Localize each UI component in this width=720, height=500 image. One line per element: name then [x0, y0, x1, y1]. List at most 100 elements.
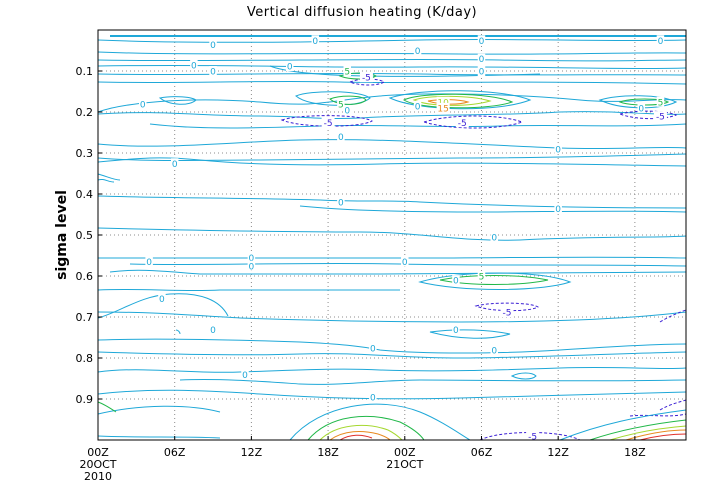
contour-label-bg — [477, 53, 486, 64]
contour-label-bg — [490, 344, 499, 355]
x-tick-sublabel: 21OCT — [386, 458, 423, 471]
contour-035 — [97, 178, 115, 183]
contour-label-bg — [158, 293, 166, 304]
contour-label-bg — [209, 39, 217, 50]
contour-label: 5 — [479, 273, 485, 283]
contour-label: 0 — [210, 326, 216, 336]
contour-label-bg — [490, 232, 499, 243]
contour-label-bg — [452, 275, 460, 286]
x-tick-label: 06Z — [471, 446, 493, 459]
contour-label: 0 — [370, 393, 376, 403]
contour-lines — [97, 34, 687, 441]
contour-label-bg — [455, 117, 469, 128]
contour-09-c — [97, 401, 117, 413]
contour-09-d — [659, 399, 687, 411]
contour-top-3 — [97, 51, 687, 55]
contour-04-b — [299, 205, 687, 213]
y-tick-label: 0.5 — [76, 229, 94, 242]
contour-label-bg — [209, 66, 217, 76]
contour-label-bg — [359, 72, 373, 83]
contour-label-bg — [369, 391, 377, 402]
contour-label: 0 — [338, 199, 344, 209]
contour-label-bg — [554, 203, 562, 214]
contour-label: 0 — [555, 145, 561, 155]
contour-label-bg — [369, 342, 377, 353]
contour-bottom-20 — [339, 434, 373, 441]
contour-065-b — [474, 302, 539, 312]
contour-label: 0 — [159, 295, 165, 305]
contour-bottom-right-10 — [609, 425, 687, 441]
contour-085-a — [97, 366, 687, 373]
contour-bottom-5 — [307, 415, 425, 441]
contour-label-bg — [145, 256, 153, 267]
contour-pos5-b — [402, 93, 514, 109]
contour-02-b — [97, 111, 687, 120]
x-tick-label: 18Z — [624, 446, 646, 459]
contour-bottom-right-20 — [639, 433, 687, 441]
contour-label-bg — [285, 61, 294, 72]
contour-label: 0 — [249, 254, 255, 264]
contour-label-bg — [247, 252, 256, 263]
contour-07-d — [175, 329, 181, 335]
contour-065 — [97, 293, 229, 319]
contour-label-bg — [311, 35, 320, 46]
contour-label-bg — [436, 96, 450, 107]
contour-label: 0 — [453, 277, 459, 287]
contour-02-e — [388, 90, 532, 110]
y-tick-label: 0.2 — [76, 106, 94, 119]
contour-label: -5 — [324, 119, 333, 129]
contour-label: 0 — [479, 37, 485, 47]
contour-label-bg — [500, 307, 514, 318]
contour-neg5-a — [280, 115, 373, 127]
contour-label: 0 — [242, 371, 248, 381]
contour-pos5-c — [618, 98, 670, 106]
contour-label: 0 — [338, 133, 344, 143]
contour-label: 0 — [658, 37, 664, 47]
x-tick-label: 18Z — [317, 446, 339, 459]
contour-02-g — [158, 96, 197, 105]
y-tick-label: 0.4 — [76, 188, 94, 201]
contour-085-b — [179, 378, 687, 385]
contour-label: -5 — [503, 309, 512, 319]
contour-label: 0 — [312, 37, 318, 47]
x-tick-label: 00Z — [394, 446, 416, 459]
contour-bottom-right-0 — [559, 409, 687, 441]
contour-label: 15 — [437, 104, 448, 114]
contour-06-b — [439, 275, 549, 285]
contour-label: 0 — [479, 55, 485, 65]
contour-03-d — [97, 173, 121, 181]
contour-label: 0 — [555, 205, 561, 215]
contour-055-b — [129, 262, 687, 267]
contour-02-d — [295, 91, 371, 106]
contour-085-c — [510, 372, 537, 380]
contour-07-b — [429, 329, 511, 339]
contour-label-bg — [656, 96, 665, 107]
contour-bottom-right-5 — [589, 419, 687, 441]
contour-label-bg — [337, 98, 345, 109]
contour-bottom-left — [97, 435, 221, 439]
contour-label-bg — [436, 102, 450, 113]
contour-pos10 — [412, 95, 492, 106]
contour-bottom-10 — [319, 424, 403, 441]
contour-label: 0 — [140, 100, 146, 110]
contour-neg5-c — [618, 110, 678, 120]
y-tick-label: 0.9 — [76, 393, 94, 406]
contour-label: 0 — [344, 106, 350, 116]
contour-label-bg — [526, 430, 540, 441]
contour-label-bg — [241, 369, 249, 380]
contour-02-c — [149, 123, 687, 129]
contour-label: 5 — [658, 98, 664, 108]
contour-03-b — [97, 153, 687, 161]
contour-055-a — [97, 256, 687, 259]
contour-09-e — [629, 413, 687, 417]
contour-02-a — [97, 93, 687, 113]
x-tick-label: 00Z — [87, 446, 109, 459]
contour-label-bg — [477, 66, 486, 76]
contour-label: 0 — [172, 160, 178, 170]
contour-label-bg — [653, 111, 667, 122]
contour-075-a — [97, 338, 687, 354]
contour-label-bg — [190, 59, 198, 70]
contour-label-bg — [656, 35, 665, 46]
contour-label-bg — [452, 324, 460, 335]
